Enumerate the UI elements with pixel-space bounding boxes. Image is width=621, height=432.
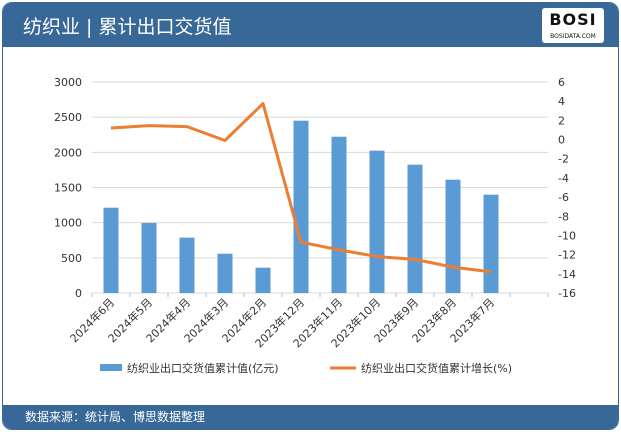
bar <box>369 150 385 293</box>
legend-bar-swatch <box>100 364 122 371</box>
logo-text: BOSI <box>549 10 597 29</box>
y-right-tick-label: -6 <box>558 191 569 204</box>
bar <box>141 223 157 293</box>
y-left-tick-label: 2500 <box>54 111 82 124</box>
bar <box>255 267 271 293</box>
bar <box>407 164 423 293</box>
y-right-tick-label: -4 <box>558 172 569 185</box>
bar <box>217 253 233 293</box>
bar <box>293 120 309 293</box>
y-right-tick-label: -16 <box>558 287 576 300</box>
y-left-tick-label: 1000 <box>54 217 82 230</box>
y-left-tick-label: 3000 <box>54 76 82 89</box>
source-note: 数据来源：统计局、博思数据整理 <box>3 405 618 429</box>
bar <box>483 194 499 293</box>
bar <box>179 237 195 293</box>
y-right-tick-label: 6 <box>558 76 565 89</box>
bar <box>445 179 461 293</box>
y-right-tick-label: -2 <box>558 153 569 166</box>
bosi-logo: BOSI BOSIDATA.COM <box>542 8 604 43</box>
legend-bar-label: 纺织业出口交货值累计值(亿元) <box>127 361 279 375</box>
y-right-tick-label: -14 <box>558 268 576 281</box>
bar <box>331 136 347 293</box>
header-bar: 纺织业 | 累计出口交货值 BOSI BOSIDATA.COM <box>3 3 618 47</box>
y-right-tick-label: 0 <box>558 134 565 147</box>
y-right-tick-label: -12 <box>558 249 576 262</box>
page-title: 纺织业 | 累计出口交货值 <box>23 16 232 38</box>
y-right-tick-label: -10 <box>558 229 576 242</box>
y-left-tick-label: 1500 <box>54 182 82 195</box>
logo-subtext: BOSIDATA.COM <box>550 33 596 40</box>
y-left-tick-label: 500 <box>61 252 82 265</box>
y-left-tick-label: 2000 <box>54 146 82 159</box>
y-right-tick-label: 2 <box>558 114 565 127</box>
y-right-tick-label: -8 <box>558 210 569 223</box>
legend-line-label: 纺织业出口交货值累计增长(%) <box>361 361 512 375</box>
y-right-tick-label: 4 <box>558 95 565 108</box>
y-left-tick-label: 0 <box>75 287 82 300</box>
bar <box>103 207 119 293</box>
